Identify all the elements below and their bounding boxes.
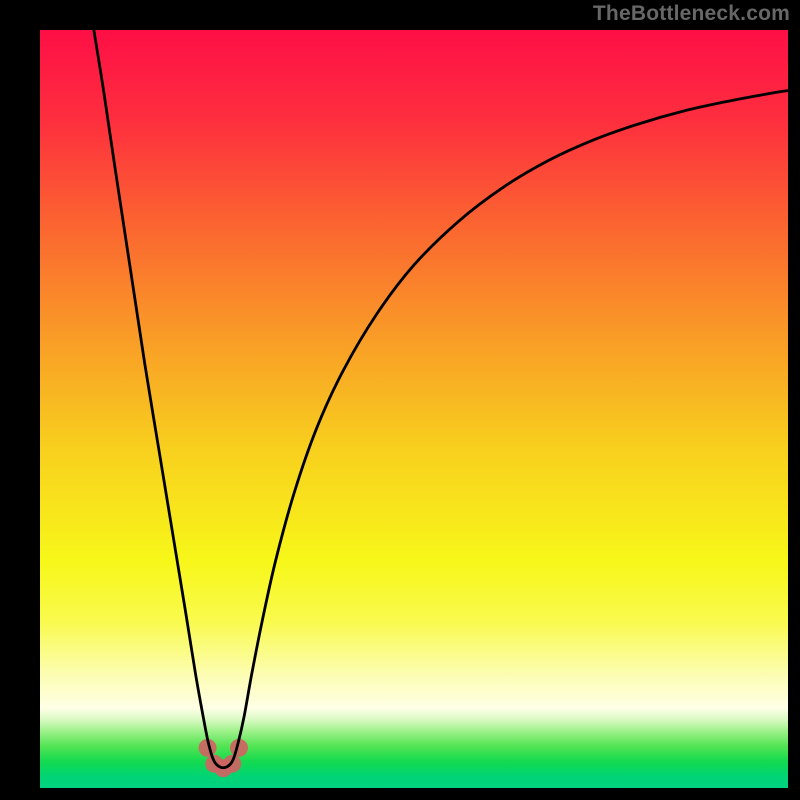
watermark-text: TheBottleneck.com bbox=[593, 2, 790, 26]
bottleneck-curve-chart bbox=[40, 30, 788, 788]
chart-plot-area bbox=[40, 30, 788, 788]
